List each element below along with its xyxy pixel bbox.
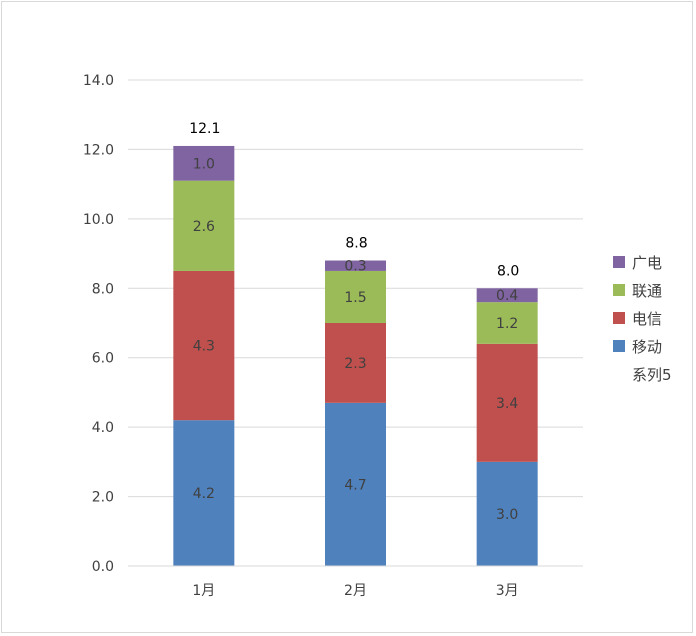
bar-segment-1-2 bbox=[476, 343, 538, 462]
bar-segment-1-0 bbox=[173, 270, 235, 421]
data-label-3-2: 0.4 bbox=[496, 288, 518, 304]
y-tick-label-3: 6.0 bbox=[92, 351, 114, 367]
y-tick-label-5: 10.0 bbox=[83, 212, 114, 228]
legend-label-1: 联通 bbox=[632, 282, 662, 300]
total-label-0: 12.1 bbox=[189, 121, 220, 137]
bar-segment-0-0 bbox=[173, 420, 235, 566]
data-label-2-0: 2.6 bbox=[193, 219, 215, 235]
bar-segment-2-2 bbox=[476, 302, 538, 344]
total-label-2: 8.0 bbox=[497, 263, 519, 279]
y-tick-label-7: 14.0 bbox=[83, 73, 114, 89]
data-label-0-1: 4.7 bbox=[344, 477, 366, 493]
bar-segment-3-0 bbox=[173, 145, 235, 181]
legend-swatch-1 bbox=[613, 284, 625, 296]
x-tick-label-0: 1月 bbox=[192, 583, 215, 599]
data-label-3-0: 1.0 bbox=[193, 156, 215, 172]
data-label-0-2: 3.0 bbox=[496, 507, 518, 523]
bar-segment-2-0 bbox=[173, 180, 235, 271]
axes: 0.0 2.0 4.0 6.0 8.0 10.0 12.0 14.0 1月 2月 3月 bbox=[83, 73, 583, 599]
bar-segment-3-1 bbox=[325, 260, 386, 271]
data-label-1-0: 4.3 bbox=[193, 339, 215, 355]
bars bbox=[173, 145, 538, 566]
bar-segment-3-2 bbox=[476, 288, 538, 303]
data-label-1-2: 3.4 bbox=[496, 396, 518, 412]
data-label-0-0: 4.2 bbox=[193, 486, 215, 502]
data-label-3-1: 0.3 bbox=[344, 259, 366, 275]
legend-swatch-2 bbox=[613, 312, 625, 324]
total-label-1: 8.8 bbox=[345, 236, 367, 252]
y-tick-label-0: 0.0 bbox=[92, 559, 114, 575]
x-tick-label-1: 2月 bbox=[344, 583, 367, 599]
bar-segment-0-1 bbox=[325, 402, 386, 566]
legend-label-0: 广电 bbox=[632, 254, 662, 272]
legend-swatch-3 bbox=[613, 340, 625, 352]
y-tick-label-4: 8.0 bbox=[92, 281, 114, 297]
bar-segment-2-1 bbox=[325, 270, 386, 323]
data-labels: 4.2 4.3 2.6 1.0 12.1 4.7 2.3 1.5 0.3 8.8 3.0 3.4 1.2… bbox=[189, 121, 519, 523]
data-label-1-1: 2.3 bbox=[344, 356, 366, 372]
legend-label-3: 移动 bbox=[632, 338, 662, 356]
x-tick-label-2: 3月 bbox=[496, 583, 519, 599]
y-tick-label-2: 4.0 bbox=[92, 420, 114, 436]
data-label-2-2: 1.2 bbox=[496, 316, 518, 332]
bar-segment-1-1 bbox=[325, 323, 386, 403]
bar-segment-0-2 bbox=[476, 461, 538, 566]
y-tick-label-6: 12.0 bbox=[83, 142, 114, 158]
legend-label-2: 电信 bbox=[632, 310, 662, 328]
legend-label-4: 系列5 bbox=[632, 366, 672, 384]
legend-swatch-0 bbox=[613, 256, 625, 268]
data-label-2-1: 1.5 bbox=[344, 290, 366, 306]
y-tick-label-1: 2.0 bbox=[92, 490, 114, 506]
